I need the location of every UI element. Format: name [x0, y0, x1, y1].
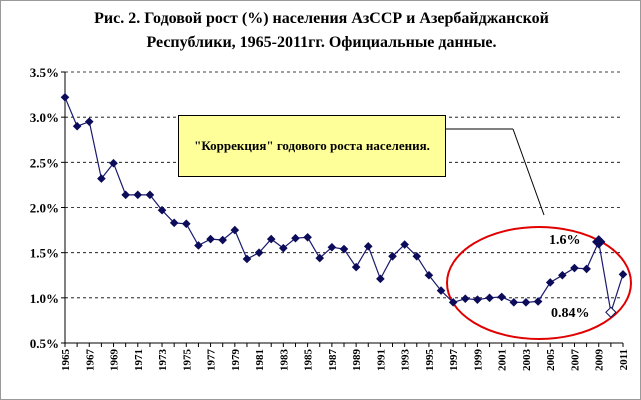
x-tick-label: 2009	[594, 349, 606, 372]
data-point	[157, 205, 167, 215]
data-point	[206, 234, 215, 244]
x-tick-label: 2011	[618, 349, 630, 370]
data-point	[424, 270, 434, 280]
x-tick-label: 1971	[133, 349, 145, 371]
data-point	[169, 218, 179, 228]
data-point	[509, 298, 519, 307]
data-point	[436, 286, 446, 295]
x-tick-label: 1967	[84, 349, 96, 372]
chart-title-line-1: Рис. 2. Годовой рост (%) населения АзССР…	[94, 10, 549, 27]
data-point	[60, 92, 70, 102]
x-tick-label: 1993	[400, 349, 412, 372]
data-point	[618, 270, 628, 279]
data-point	[376, 274, 385, 284]
data-point	[133, 190, 143, 200]
data-point	[400, 240, 409, 249]
data-point	[533, 297, 543, 306]
data-point	[181, 219, 191, 229]
data-point	[582, 264, 591, 274]
data-point	[460, 294, 470, 304]
data-point	[339, 244, 349, 254]
x-tick-label: 2001	[497, 349, 509, 371]
data-point	[545, 278, 555, 287]
x-tick-label: 1985	[303, 349, 315, 372]
y-tick-label: 3.0%	[30, 110, 59, 125]
data-point	[145, 190, 155, 200]
annotation-connector	[512, 128, 545, 216]
x-tick-label: 1977	[206, 349, 218, 372]
x-tick-label: 1979	[230, 349, 242, 372]
data-point-peak	[592, 235, 606, 249]
data-point	[448, 298, 458, 307]
data-point	[497, 292, 507, 302]
data-point	[218, 235, 228, 245]
data-point	[97, 174, 106, 183]
x-tick-label: 1969	[109, 349, 121, 372]
data-point	[254, 248, 264, 257]
chart-title-line-2: Республики, 1965-2011гг. Официальные дан…	[146, 34, 497, 51]
data-point	[121, 190, 130, 200]
x-tick-label: 1983	[278, 349, 290, 372]
x-tick-label: 1991	[375, 349, 387, 371]
y-tick-label: 2.0%	[30, 201, 59, 216]
data-point	[388, 251, 397, 261]
data-point	[327, 242, 337, 252]
highlight-ellipse	[446, 226, 632, 340]
data-point	[303, 233, 312, 242]
data-point	[84, 117, 94, 126]
dip-value-label: 0.84%	[551, 306, 590, 321]
annotation-text: "Коррекция" годового роста населения.	[194, 138, 430, 153]
x-tick-label: 2003	[521, 349, 533, 372]
peak-value-label: 1.6%	[549, 233, 581, 248]
data-point	[351, 262, 361, 272]
chart-title: Рис. 2. Годовой рост (%) населения АзССР…	[1, 7, 640, 55]
y-tick-label: 1.0%	[30, 291, 59, 306]
x-tick-label: 2005	[545, 349, 557, 372]
data-point	[485, 293, 494, 303]
y-tick-label: 3.5%	[30, 65, 59, 80]
data-point	[242, 254, 252, 264]
x-tick-label: 1973	[157, 349, 169, 372]
data-point	[279, 243, 288, 253]
data-point	[194, 241, 203, 250]
x-tick-label: 1987	[327, 349, 339, 372]
data-point	[412, 251, 422, 261]
y-tick-label: 1.5%	[30, 246, 59, 261]
x-tick-label: 1981	[254, 349, 266, 371]
x-tick-label: 2007	[569, 349, 581, 372]
x-tick-label: 1999	[472, 349, 484, 372]
data-point	[558, 270, 567, 280]
data-point	[230, 225, 240, 235]
data-point	[570, 263, 579, 273]
annotation-box: "Коррекция" годового роста населения.	[178, 115, 446, 177]
x-tick-label: 1975	[181, 349, 193, 372]
data-point-dip	[605, 306, 617, 318]
y-tick-label: 2.5%	[30, 155, 59, 170]
y-tick-label: 0.5%	[30, 336, 59, 351]
data-point	[72, 121, 82, 131]
x-tick-label: 1965	[60, 349, 72, 372]
x-tick-label: 1989	[351, 349, 363, 372]
data-point	[109, 158, 118, 168]
data-point	[266, 234, 276, 244]
data-point	[291, 233, 300, 243]
data-point	[521, 298, 531, 307]
x-tick-label: 1995	[424, 349, 436, 372]
data-point	[363, 242, 373, 251]
data-point	[315, 253, 325, 263]
x-tick-label: 1997	[448, 349, 460, 372]
data-point	[473, 295, 482, 304]
